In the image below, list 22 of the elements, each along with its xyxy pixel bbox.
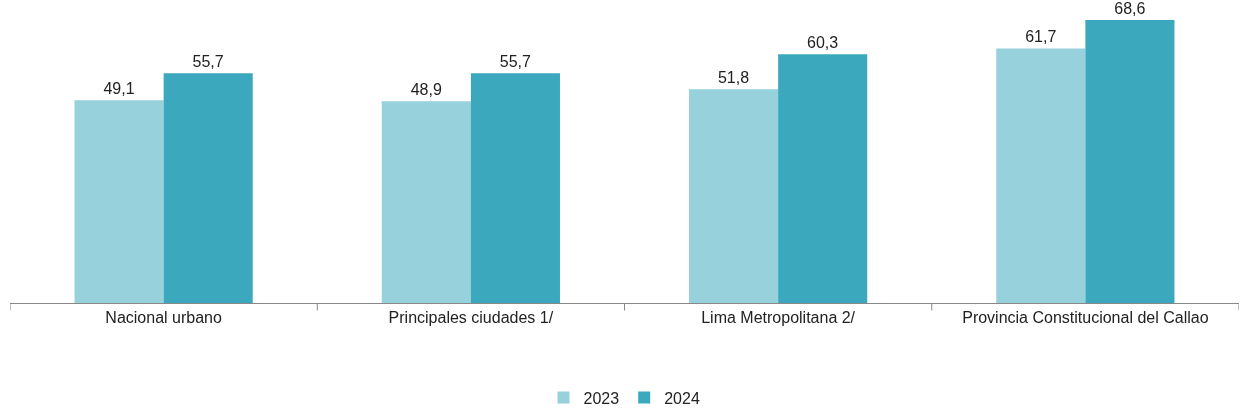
x-tick-label: Provincia Constitucional del Callao: [962, 309, 1209, 327]
data-label: 60,3: [807, 34, 839, 52]
bar: [689, 89, 779, 303]
data-label: 48,9: [410, 81, 442, 99]
data-label: 51,8: [717, 69, 750, 87]
bar: [470, 73, 560, 303]
data-label: 68,6: [1114, 0, 1146, 17]
x-tick-label: Principales ciudades 1/: [388, 309, 554, 327]
bar: [163, 73, 253, 303]
bar: [74, 100, 164, 303]
data-label: 55,7: [192, 53, 224, 71]
bar: [1085, 19, 1175, 303]
data-label: 49,1: [103, 80, 135, 98]
x-tick-label: Nacional urbano: [105, 309, 222, 327]
data-label: 61,7: [1025, 28, 1057, 46]
bar: [381, 101, 471, 303]
x-tick-label: Lima Metropolitana 2/: [701, 309, 856, 327]
data-label: 55,7: [499, 53, 532, 71]
legend-label: 2024: [664, 389, 700, 407]
bar: [778, 54, 868, 303]
bar: [996, 48, 1086, 303]
legend-label: 2023: [583, 389, 620, 407]
